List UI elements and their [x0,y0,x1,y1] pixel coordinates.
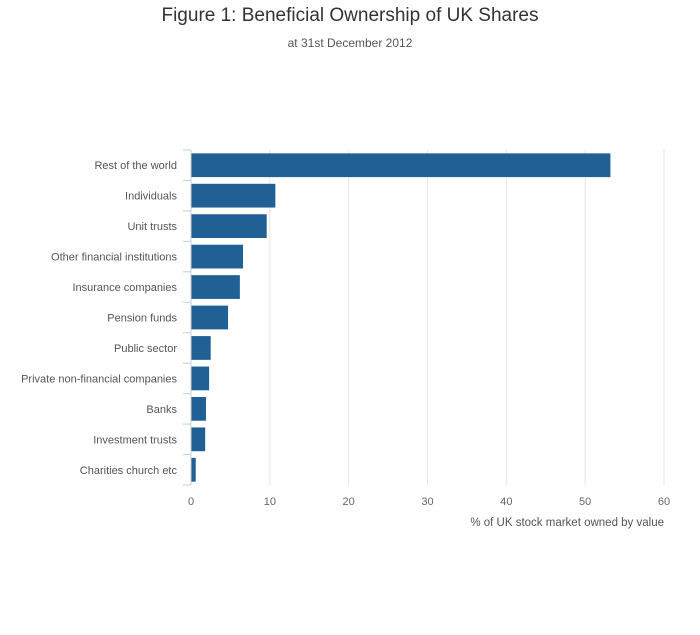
category-label-1: Individuals [125,191,177,203]
bar-9 [191,427,206,452]
bar-1 [191,183,276,208]
bar-5 [191,305,229,330]
bar-3 [191,244,244,269]
category-label-4: Insurance companies [72,282,177,294]
x-tick-label-40: 40 [500,496,512,508]
x-tick-label-30: 30 [421,496,433,508]
bar-8 [191,396,206,421]
bar-10 [191,457,196,482]
category-label-2: Unit trusts [127,221,177,233]
category-label-0: Rest of the world [94,160,177,172]
grid-lines [269,150,665,485]
x-axis-title: % of UK stock market owned by value [470,517,664,529]
labels: 0 10 20 30 40 50 60 Rest of the world Individual… [21,160,670,529]
category-label-10: Charities church etc [80,465,178,477]
bar-6 [191,336,211,360]
bar-7 [191,366,210,391]
x-tick-label-10: 10 [264,496,276,508]
x-tick-label-60: 60 [658,496,670,508]
x-tick-label-20: 20 [343,496,355,508]
bar-0 [191,153,611,178]
category-label-5: Pension funds [107,313,177,325]
category-label-3: Other financial institutions [51,252,177,264]
bar-2 [191,214,267,239]
category-label-9: Investment trusts [93,434,177,446]
bar-4 [191,275,240,299]
axes [183,149,192,486]
category-label-8: Banks [146,404,177,416]
chart-subtitle: at 31st December 2012 [287,36,413,50]
bars [191,153,611,482]
chart-title: Figure 1: Beneficial Ownership of UK Sha… [161,5,539,26]
category-label-7: Private non-financial companies [21,373,177,385]
category-label-6: Public sector [114,343,177,355]
x-tick-label-50: 50 [579,496,591,508]
x-tick-label-0: 0 [188,496,194,508]
